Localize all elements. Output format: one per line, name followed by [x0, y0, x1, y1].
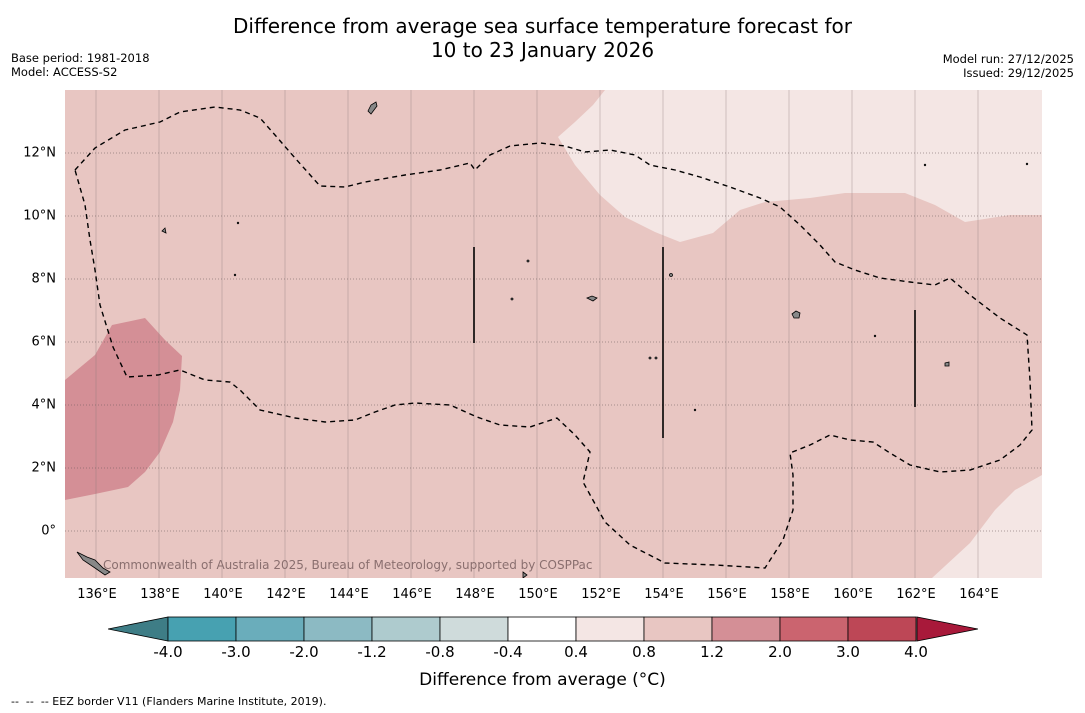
lon-label: 154°E [644, 587, 684, 602]
island-atoll-3 [526, 259, 530, 263]
lat-label: 8°N [31, 271, 57, 287]
island-atoll-1 [669, 273, 673, 277]
colorbar-under-arrow [108, 616, 169, 642]
title-line-2: 10 to 23 January 2026 [430, 38, 655, 62]
lon-label: 150°E [518, 587, 558, 602]
lon-label: 164°E [959, 587, 999, 602]
colorbar-segment [847, 616, 917, 642]
island-atoll-10 [873, 334, 877, 338]
lon-label: 152°E [581, 587, 621, 602]
colorbar-tick: -0.8 [425, 643, 455, 661]
lon-label: 144°E [329, 587, 369, 602]
islands [76, 101, 1029, 578]
lon-label: 162°E [896, 587, 936, 602]
colorbar-segment [303, 616, 373, 642]
cool-anomaly-region [558, 90, 1042, 242]
island-yap [161, 227, 167, 234]
model-info: Base period: 1981-2018 Model: ACCESS-S2 [11, 51, 150, 79]
lon-label: 136°E [77, 587, 117, 602]
island-atoll-8 [1025, 162, 1029, 166]
lat-label: 6°N [31, 334, 57, 350]
map-title: Difference from average sea surface temp… [0, 14, 1085, 62]
colorbar-segment [235, 616, 305, 642]
colorbar-segment [371, 616, 441, 642]
base-period: Base period: 1981-2018 [11, 51, 150, 65]
island-atoll-5 [233, 273, 237, 277]
lat-label: 0° [41, 523, 56, 539]
colorbar-segment [643, 616, 713, 642]
lat-label: 4°N [31, 397, 57, 413]
island-kosrae [944, 361, 950, 367]
run-info: Model run: 27/12/2025 Issued: 29/12/2025 [943, 52, 1074, 80]
island-guam [367, 101, 378, 115]
colorbar-over-arrow [916, 616, 978, 642]
colorbar-segment [711, 616, 781, 642]
colorbar-segment [439, 616, 509, 642]
colorbar [108, 616, 978, 642]
island-atoll-11 [654, 356, 658, 360]
map-panel [65, 90, 1042, 578]
title-line-1: Difference from average sea surface temp… [232, 14, 852, 38]
island-small-south [522, 571, 528, 578]
colorbar-tick: -2.0 [289, 643, 319, 661]
island-atoll-4 [510, 297, 514, 301]
latitude-gridlines [65, 152, 1042, 532]
colorbar-segment [575, 616, 645, 642]
model-name: Model: ACCESS-S2 [11, 65, 118, 79]
colorbar-segments [167, 616, 917, 642]
colorbar-tick: -3.0 [221, 643, 251, 661]
colorbar-tick: 4.0 [904, 643, 928, 661]
colorbar-tick: -0.4 [493, 643, 523, 661]
data-credit: Commonwealth of Australia 2025, Bureau o… [103, 558, 593, 572]
lon-label: 146°E [392, 587, 432, 602]
cool-anomaly-region-south [932, 475, 1042, 578]
lon-label: 138°E [140, 587, 180, 602]
colorbar-tick: 1.2 [700, 643, 724, 661]
lat-label: 10°N [23, 208, 56, 224]
island-pohnpei [791, 310, 801, 319]
island-atoll-2 [648, 356, 652, 360]
issued-date: Issued: 29/12/2025 [963, 66, 1074, 80]
lat-label: 2°N [31, 460, 57, 476]
colorbar-segment [167, 616, 237, 642]
eez-legend: -- -- -- EEZ border V11 (Flanders Marine… [11, 695, 327, 708]
boundary-lines [473, 247, 916, 438]
lon-label: 148°E [455, 587, 495, 602]
island-png-north [76, 551, 111, 576]
island-chuuk [586, 295, 598, 302]
lon-label: 142°E [266, 587, 306, 602]
colorbar-tick: 0.8 [632, 643, 656, 661]
lon-label: 140°E [203, 587, 243, 602]
colorbar-tick: -4.0 [153, 643, 183, 661]
colorbar-label: Difference from average (°C) [419, 670, 666, 690]
colorbar-tick: -1.2 [357, 643, 387, 661]
colorbar-segment [507, 616, 577, 642]
island-atoll-7 [693, 408, 697, 412]
colorbar-tick: 3.0 [836, 643, 860, 661]
warm-anomaly-region [65, 318, 182, 500]
island-atoll-9 [923, 163, 927, 167]
colorbar-segment [779, 616, 849, 642]
lon-label: 158°E [770, 587, 810, 602]
island-atoll-6 [236, 221, 240, 225]
lat-label: 12°N [23, 145, 56, 161]
model-run-date: Model run: 27/12/2025 [942, 52, 1074, 66]
lon-label: 156°E [707, 587, 747, 602]
lon-label: 160°E [833, 587, 873, 602]
colorbar-tick: 0.4 [564, 643, 588, 661]
colorbar-tick: 2.0 [768, 643, 792, 661]
